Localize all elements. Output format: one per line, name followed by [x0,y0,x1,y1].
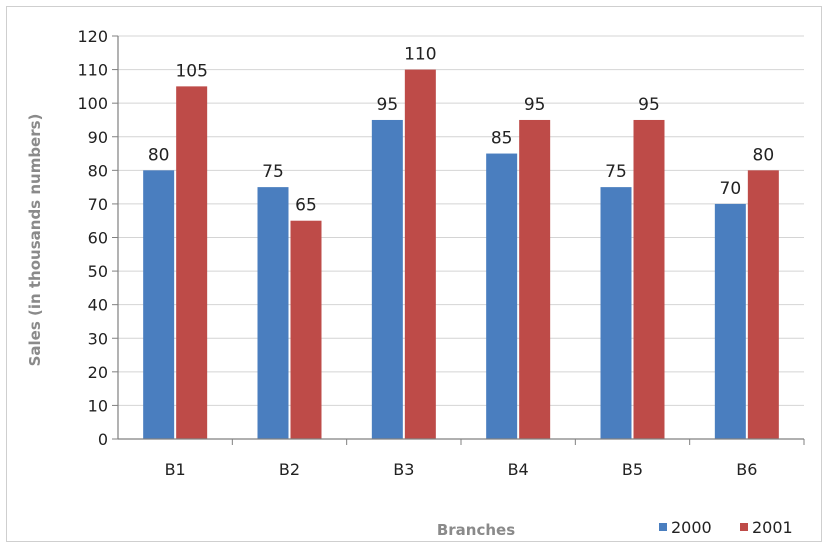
data-label-B2-2001: 65 [295,196,317,216]
x-tick-label-B2: B2 [279,460,300,479]
bar-B2-2001 [290,220,322,439]
y-tick-label: 120 [77,27,108,46]
bar-B4-2000 [486,153,518,439]
y-tick-label: 70 [88,195,108,214]
bar-B1-2001 [176,86,208,439]
data-label-B1-2001: 105 [175,61,207,81]
data-label-B3-2000: 95 [377,95,399,115]
y-tick-label: 110 [77,61,108,80]
bar-B3-2000 [371,119,403,439]
data-label-B2-2000: 75 [262,162,284,182]
data-label-B1-2000: 80 [148,145,170,165]
data-label-B4-2000: 85 [491,129,513,149]
y-tick-label: 30 [88,329,108,348]
y-tick-label: 50 [88,262,108,281]
legend-label-2001: 2001 [752,518,793,537]
data-label-B6-2000: 70 [720,179,742,199]
data-label-B3-2001: 110 [404,45,436,65]
bar-B6-2001 [747,170,779,440]
x-tick-label-B3: B3 [393,460,414,479]
x-axis-title: Branches [437,521,515,539]
bar-B3-2001 [404,69,436,439]
y-tick-label: 0 [98,430,108,449]
bars [143,69,779,440]
x-axis-ticks: B1 B2 B3 B4 B5 B6 [165,439,805,479]
data-label-B6-2001: 80 [753,145,775,165]
gridlines [118,35,804,406]
y-tick-label: 20 [88,363,108,382]
bar-B5-2000 [600,187,632,439]
y-tick-label: 90 [88,128,108,147]
data-labels: 80 105 75 65 95 110 85 95 75 95 70 80 [148,45,774,216]
y-tick-label: 40 [88,296,108,315]
y-tick-label: 10 [88,396,108,415]
x-tick-label-B4: B4 [508,460,529,479]
legend-swatch-2001 [740,523,748,531]
data-label-B5-2001: 95 [638,95,660,115]
data-label-B4-2001: 95 [524,95,546,115]
y-tick-label: 60 [88,229,108,248]
legend: 2000 2001 [659,518,793,537]
y-tick-label: 80 [88,161,108,180]
bar-B4-2001 [519,119,551,439]
bar-B2-2000 [257,187,289,439]
x-tick-label-B5: B5 [622,460,643,479]
x-tick-label-B6: B6 [736,460,757,479]
y-tick-label: 100 [77,94,108,113]
bar-B6-2000 [714,203,746,439]
bar-B5-2001 [633,119,665,439]
legend-swatch-2000 [659,523,667,531]
legend-label-2000: 2000 [671,518,712,537]
data-label-B5-2000: 75 [605,162,627,182]
bar-B1-2000 [143,170,175,440]
y-axis-title: Sales (in thousands numbers) [26,114,44,367]
y-axis-ticks: 0 10 20 30 40 50 60 70 80 90 100 110 120 [77,27,118,449]
x-tick-label-B1: B1 [165,460,186,479]
